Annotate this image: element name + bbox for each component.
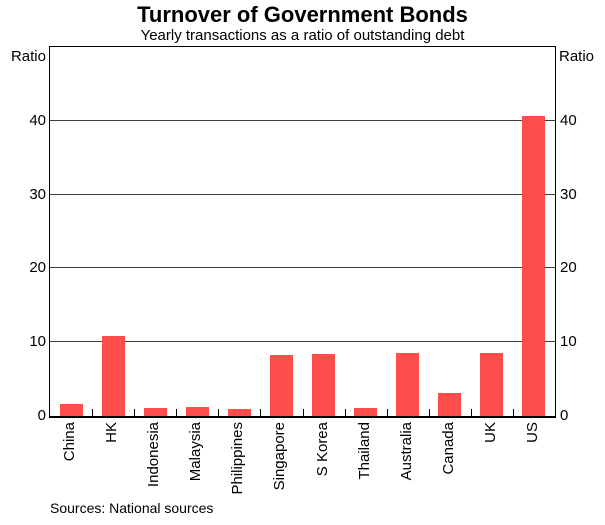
bar-china <box>59 404 83 416</box>
x-category-label-us: US <box>523 422 541 443</box>
y-tick-label-left-10: 10 <box>29 333 46 351</box>
y-tick-label-left-30: 30 <box>29 185 46 203</box>
bar-canada <box>438 393 462 416</box>
bar-philippines <box>227 409 251 416</box>
plot-area <box>49 46 556 418</box>
gridline-30 <box>50 193 555 195</box>
x-axis-tick <box>512 409 514 416</box>
bar-australia <box>396 352 420 416</box>
x-category-label-indonesia: Indonesia <box>145 422 163 488</box>
y-tick-label-left-20: 20 <box>29 259 46 277</box>
chart-subtitle: Yearly transactions as a ratio of outsta… <box>140 27 465 44</box>
x-category-label-philippines: Philippines <box>229 422 247 495</box>
x-category-label-china: China <box>61 422 79 462</box>
y-tick-label-right-20: 20 <box>560 259 577 277</box>
x-category-label-canada: Canada <box>439 422 457 475</box>
bar-s-korea <box>312 354 336 416</box>
y-axis-label-left: Ratio <box>10 48 46 65</box>
bar-indonesia <box>143 407 167 416</box>
y-tick-label-right-0: 0 <box>560 407 569 424</box>
bar-hk <box>101 335 125 416</box>
x-category-label-malaysia: Malaysia <box>187 422 205 482</box>
x-axis-tick <box>428 409 430 416</box>
y-tick-label-left-40: 40 <box>29 111 46 129</box>
source-note: Sources: National sources <box>50 500 214 516</box>
bar-us <box>522 116 546 416</box>
gridline-20 <box>50 267 555 269</box>
y-tick-label-right-10: 10 <box>560 333 577 351</box>
y-tick-label-right-40: 40 <box>560 111 577 129</box>
x-axis-tick <box>176 409 178 416</box>
x-category-label-hk: HK <box>103 422 121 443</box>
gridline-40 <box>50 119 555 121</box>
x-axis-tick <box>92 409 94 416</box>
x-category-label-singapore: Singapore <box>271 422 289 491</box>
chart-title: Turnover of Government Bonds <box>137 2 468 27</box>
bar-singapore <box>269 355 293 416</box>
bar-malaysia <box>185 407 209 416</box>
x-axis-tick <box>218 409 220 416</box>
y-axis-label-right: Ratio <box>559 48 595 65</box>
x-category-label-s-korea: S Korea <box>313 422 331 477</box>
bar-uk <box>480 352 504 416</box>
bar-thailand <box>354 407 378 416</box>
x-axis-tick <box>344 409 346 416</box>
y-tick-label-right-30: 30 <box>560 185 577 203</box>
x-axis-tick <box>260 409 262 416</box>
y-tick-label-left-0: 0 <box>37 407 46 424</box>
x-axis-tick <box>134 409 136 416</box>
x-category-label-thailand: Thailand <box>355 422 373 480</box>
x-axis-tick <box>302 409 304 416</box>
x-category-label-australia: Australia <box>397 422 415 481</box>
x-axis-tick <box>470 409 472 416</box>
x-axis-tick <box>386 409 388 416</box>
x-category-label-uk: UK <box>481 422 499 443</box>
gridline-10 <box>50 341 555 343</box>
